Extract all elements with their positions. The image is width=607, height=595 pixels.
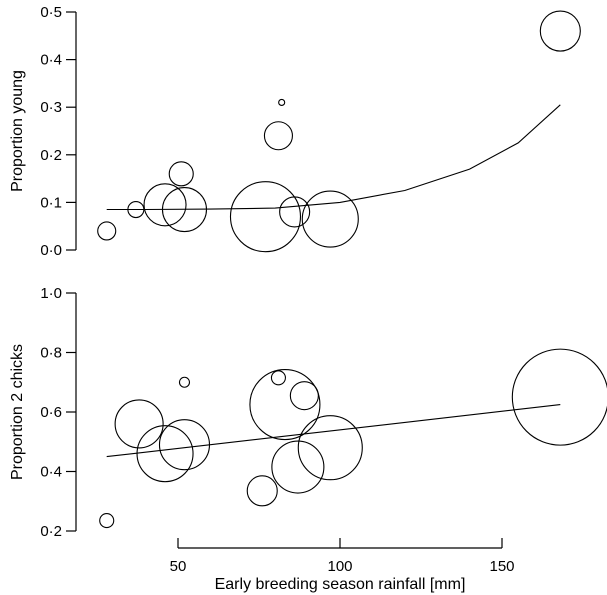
data-point bbox=[158, 419, 211, 471]
panel-proportion-2-chicks: 0·2 0·4 0·6 0·8 1·0 Proportion 2 chicks 50 100 1… bbox=[9, 285, 607, 593]
x-tick-label: 50 bbox=[170, 558, 187, 575]
y-tick-label: 1·0 bbox=[40, 285, 62, 302]
data-point bbox=[168, 161, 194, 187]
data-point bbox=[249, 369, 321, 441]
panel-proportion-young: 0·0 0·1 0·2 0·3 0·4 0·5 Proportion young bbox=[9, 4, 581, 259]
data-point bbox=[99, 513, 115, 529]
y-tick-label: 0·1 bbox=[40, 194, 62, 211]
data-point bbox=[97, 221, 117, 241]
y-tick-label: 0·0 bbox=[40, 242, 62, 259]
y-tick-label: 0·2 bbox=[40, 147, 62, 164]
data-point bbox=[114, 399, 164, 449]
y-axis-title: Proportion 2 chicks bbox=[9, 344, 26, 480]
data-point bbox=[229, 181, 302, 253]
data-point bbox=[143, 183, 187, 227]
data-point bbox=[127, 200, 145, 219]
x-axis-title: Early breeding season rainfall [mm] bbox=[215, 576, 466, 593]
y-tick-label: 0·5 bbox=[40, 4, 62, 21]
data-point bbox=[301, 190, 359, 248]
data-point bbox=[178, 376, 191, 388]
x-tick-label: 150 bbox=[489, 558, 514, 575]
y-tick-label: 0·8 bbox=[40, 345, 62, 362]
y-tick-label: 0·6 bbox=[40, 404, 62, 421]
x-tick-label: 100 bbox=[327, 558, 352, 575]
data-point bbox=[246, 475, 278, 507]
data-point bbox=[297, 415, 363, 481]
data-point bbox=[511, 348, 607, 446]
data-point bbox=[539, 10, 581, 52]
y-tick-label: 0·2 bbox=[40, 523, 62, 540]
y-tick-label: 0·4 bbox=[40, 464, 62, 481]
fit-line bbox=[106, 404, 561, 458]
data-point bbox=[161, 186, 208, 233]
data-point bbox=[279, 196, 311, 228]
data-point bbox=[278, 98, 286, 106]
data-point bbox=[136, 425, 194, 483]
y-axis-title: Proportion young bbox=[9, 70, 26, 192]
y-tick-label: 0·4 bbox=[40, 52, 62, 69]
data-point bbox=[270, 370, 286, 386]
fit-line bbox=[106, 104, 561, 211]
y-tick-label: 0·3 bbox=[40, 99, 62, 116]
data-point bbox=[289, 381, 319, 411]
data-point bbox=[263, 121, 293, 151]
data-point bbox=[271, 440, 325, 494]
